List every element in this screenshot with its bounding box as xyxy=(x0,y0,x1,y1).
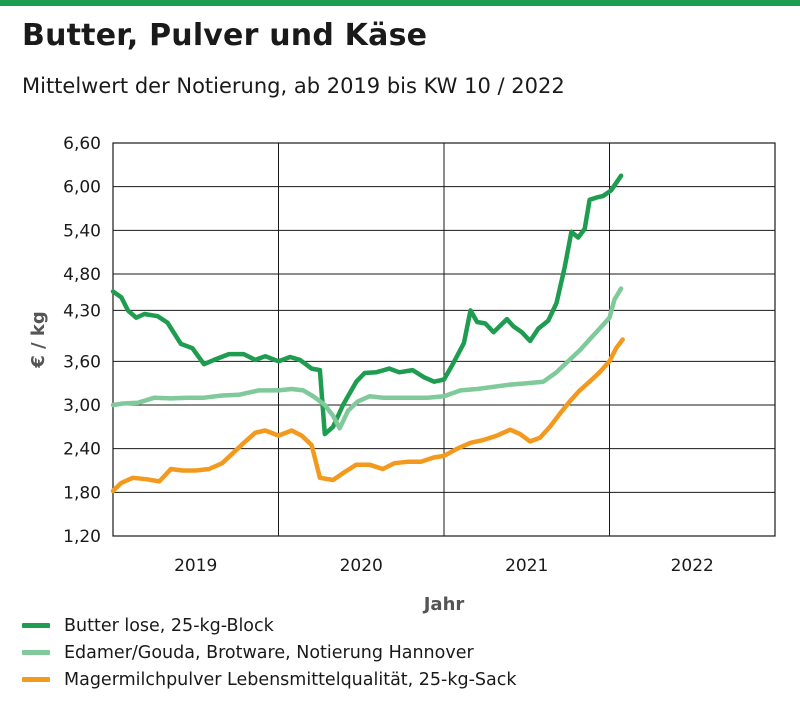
chart-title: Butter, Pulver und Käse xyxy=(22,18,428,53)
legend-swatch-edamer xyxy=(22,650,50,655)
y-tick-label: 3,60 xyxy=(63,352,101,372)
legend-label-magermilchpulver: Magermilchpulver Lebensmittelqualität, 2… xyxy=(64,669,517,690)
legend-item-butter: Butter lose, 25-kg-Block xyxy=(22,612,517,639)
plot-frame xyxy=(112,142,776,537)
legend-item-magermilchpulver: Magermilchpulver Lebensmittelqualität, 2… xyxy=(22,666,517,693)
y-tick-label: 2,40 xyxy=(63,440,101,460)
legend-label-butter: Butter lose, 25-kg-Block xyxy=(64,615,274,636)
y-tick-label: 1,80 xyxy=(63,483,101,503)
legend-swatch-butter xyxy=(22,623,50,628)
series-line-butter xyxy=(110,173,624,437)
x-tick-label: 2022 xyxy=(671,556,714,576)
legend-label-edamer: Edamer/Gouda, Brotware, Notierung Hannov… xyxy=(64,642,474,663)
y-tick-label: 6,60 xyxy=(63,134,101,154)
y-axis-title: € / kg xyxy=(28,311,49,369)
y-tick-label: 6,00 xyxy=(63,178,101,198)
series-line-edamer xyxy=(110,286,624,431)
x-tick-label: 2020 xyxy=(340,556,383,576)
x-tick-label: 2021 xyxy=(505,556,548,576)
series-line-magermilchpulver xyxy=(110,337,625,494)
y-tick-label: 5,40 xyxy=(63,221,101,241)
legend-item-edamer: Edamer/Gouda, Brotware, Notierung Hannov… xyxy=(22,639,517,666)
legend-swatch-magermilchpulver xyxy=(22,677,50,682)
legend: Butter lose, 25-kg-Block Edamer/Gouda, B… xyxy=(22,612,517,693)
x-axis-title: Jahr xyxy=(422,594,465,615)
chart-subtitle: Mittelwert der Notierung, ab 2019 bis KW… xyxy=(22,74,565,98)
top-accent-bar xyxy=(0,0,800,6)
y-tick-label: 1,20 xyxy=(63,527,101,547)
y-tick-label: 4,80 xyxy=(63,265,101,285)
y-tick-label: 3,00 xyxy=(63,396,101,416)
y-tick-label: 4,30 xyxy=(63,301,101,321)
x-tick-label: 2019 xyxy=(174,556,217,576)
